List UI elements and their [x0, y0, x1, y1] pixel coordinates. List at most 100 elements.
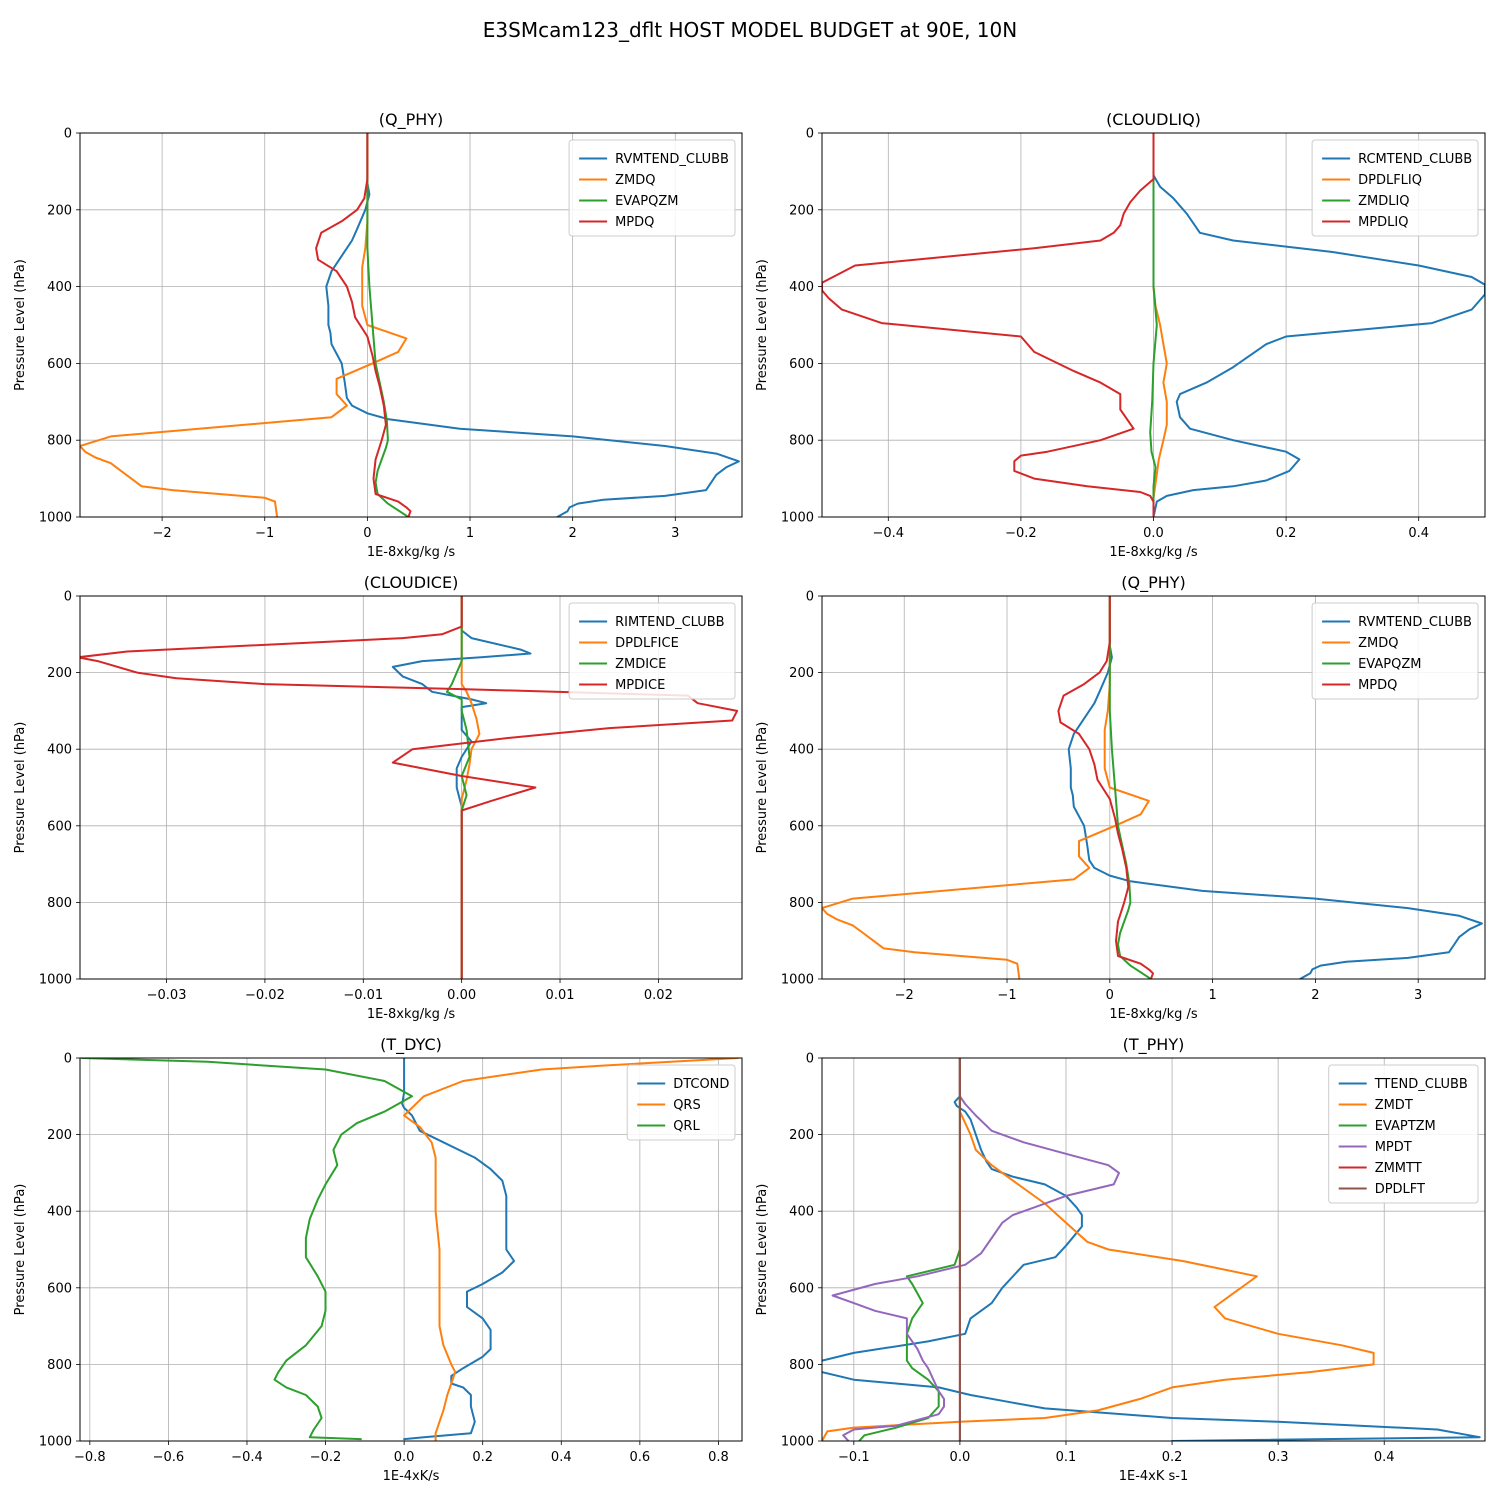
y-axis-label: Pressure Level (hPa) [13, 722, 28, 854]
y-tick-label: 800 [47, 896, 72, 911]
y-tick-label: 0 [806, 590, 814, 605]
x-tick-label: 0.0 [394, 1450, 415, 1465]
x-tick-label: 0.8 [708, 1450, 729, 1465]
x-tick-label: 0.3 [1268, 1450, 1289, 1465]
series-group [822, 133, 1485, 517]
y-tick-label: 600 [47, 357, 72, 372]
legend-label-zmdq: ZMDQ [1358, 636, 1398, 651]
x-tick-label: −0.8 [74, 1450, 106, 1465]
y-tick-label: 400 [47, 1205, 72, 1220]
y-tick-label: 600 [47, 819, 72, 834]
y-axis-label: Pressure Level (hPa) [755, 722, 770, 854]
legend-label-qrl: QRL [673, 1119, 700, 1134]
x-tick-label: 0.1 [1056, 1450, 1077, 1465]
x-tick-label: 1 [466, 526, 474, 541]
y-tick-label: 800 [789, 434, 814, 449]
y-tick-label: 0 [806, 127, 814, 142]
series-group [81, 1058, 740, 1441]
legend-label-mpdq: MPDQ [1358, 678, 1397, 693]
chart-panel-6: −0.1 0.0 0.1 0.2 0.3 0.4 0 200 400 600 800 1000 (T_P… [755, 1035, 1486, 1484]
legend-label-rcmtend-clubb: RCMTEND_CLUBB [1358, 152, 1472, 167]
y-tick-label: 0 [64, 590, 72, 605]
axes-frame [79, 595, 743, 980]
legend-label-qrs: QRS [673, 1098, 701, 1113]
series-group [822, 596, 1483, 979]
y-tick-label: 400 [47, 743, 72, 758]
chart-panel-4: −2 −1 0 1 2 3 0 200 400 600 800 1000 (Q_PHY) 1E-8xkg/… [755, 573, 1486, 1022]
legend: RCMTEND_CLUBB DPDLFLIQ ZMDLIQ MPDLIQ [1311, 139, 1479, 237]
x-tick-label: −0.1 [838, 1450, 870, 1465]
y-tick-label: 200 [47, 203, 72, 218]
series-line-qrs [403, 1058, 740, 1441]
y-tick-label: 1000 [781, 511, 814, 526]
series-line-evapqzm [366, 133, 410, 517]
x-axis-label: 1E-8xkg/kg /s [367, 1007, 456, 1022]
x-tick-label: 0.2 [1276, 526, 1297, 541]
legend-label-evapqzm: EVAPQZM [1358, 657, 1421, 672]
x-tick-label: 1 [1208, 988, 1216, 1003]
legend-label-rimtend-clubb: RIMTEND_CLUBB [615, 615, 725, 630]
series-line-rcmtend-clubb [1152, 133, 1485, 517]
x-axis-label: 1E-8xkg/kg /s [1109, 545, 1198, 560]
x-tick-label: −1 [255, 526, 274, 541]
x-tick-label: −0.6 [153, 1450, 185, 1465]
series-line-qrl [81, 1058, 413, 1441]
y-tick-label: 1000 [781, 1435, 814, 1450]
y-tick-label: 0 [64, 1052, 72, 1067]
legend-label-evapqzm: EVAPQZM [615, 194, 678, 209]
x-tick-label: −0.01 [343, 988, 383, 1003]
x-tick-label: 0.0 [950, 1450, 971, 1465]
legend-label-mpdice: MPDICE [615, 678, 665, 693]
series-line-zmdt [822, 1058, 1375, 1441]
legend-label-mpdliq: MPDLIQ [1358, 215, 1408, 230]
x-tick-label: 3 [1414, 988, 1422, 1003]
series-line-mpdq [315, 133, 412, 517]
x-axis-label: 1E-8xkg/kg /s [1109, 1007, 1198, 1022]
legend-label-mpdt: MPDT [1375, 1140, 1412, 1155]
x-tick-label: 0.4 [1374, 1450, 1395, 1465]
panel-title: (CLOUDLIQ) [1106, 110, 1201, 129]
y-tick-label: 200 [789, 1128, 814, 1143]
x-tick-label: 0.02 [644, 988, 673, 1003]
x-tick-label: −0.4 [231, 1450, 263, 1465]
legend-label-zmdice: ZMDICE [615, 657, 666, 672]
axes-frame [821, 1057, 1486, 1442]
x-tick-label: −2 [153, 526, 172, 541]
x-tick-label: −0.2 [1005, 526, 1037, 541]
legend: TTEND_CLUBB ZMDT EVAPTZM MPDT ZMMTT DPDLFT [1328, 1064, 1479, 1204]
y-tick-label: 0 [64, 127, 72, 142]
y-tick-label: 400 [47, 280, 72, 295]
series-line-evapqzm [1108, 596, 1152, 979]
y-tick-label: 600 [789, 1281, 814, 1296]
x-tick-label: 3 [671, 526, 679, 541]
legend-label-rvmtend-clubb: RVMTEND_CLUBB [1358, 615, 1472, 630]
y-tick-label: 800 [789, 896, 814, 911]
series-line-evaptzm [858, 1058, 961, 1441]
x-tick-label: 0.2 [472, 1450, 493, 1465]
x-tick-label: −2 [895, 988, 914, 1003]
series-line-mpdt [831, 1058, 1120, 1441]
panel-title: (CLOUDICE) [364, 573, 459, 592]
chart-panel-2: −0.4 −0.2 0.0 0.2 0.4 0 200 400 600 800 1000 (CLOUD… [755, 110, 1486, 560]
legend-box [568, 602, 736, 700]
legend: RIMTEND_CLUBB DPDLFICE ZMDICE MPDICE [568, 602, 736, 700]
x-tick-label: −0.02 [245, 988, 285, 1003]
legend-label-mpdq: MPDQ [615, 215, 654, 230]
x-tick-label: −0.4 [873, 526, 905, 541]
y-tick-label: 1000 [39, 973, 72, 988]
y-tick-label: 800 [47, 1358, 72, 1373]
legend: RVMTEND_CLUBB ZMDQ EVAPQZM MPDQ [1311, 602, 1479, 700]
y-tick-label: 1000 [39, 511, 72, 526]
legend-label-zmdt: ZMDT [1375, 1098, 1413, 1113]
x-tick-label: −0.2 [310, 1450, 342, 1465]
y-tick-label: 1000 [781, 973, 814, 988]
legend-box [568, 139, 736, 237]
axes-frame [79, 1057, 743, 1442]
panel-title: (T_DYC) [380, 1035, 442, 1055]
y-tick-label: 400 [789, 743, 814, 758]
series-line-zmdq [822, 596, 1150, 979]
series-line-zmdliq [1149, 133, 1158, 517]
x-tick-label: 0 [1106, 988, 1114, 1003]
axes-frame [79, 132, 743, 518]
y-tick-label: 1000 [39, 1435, 72, 1450]
